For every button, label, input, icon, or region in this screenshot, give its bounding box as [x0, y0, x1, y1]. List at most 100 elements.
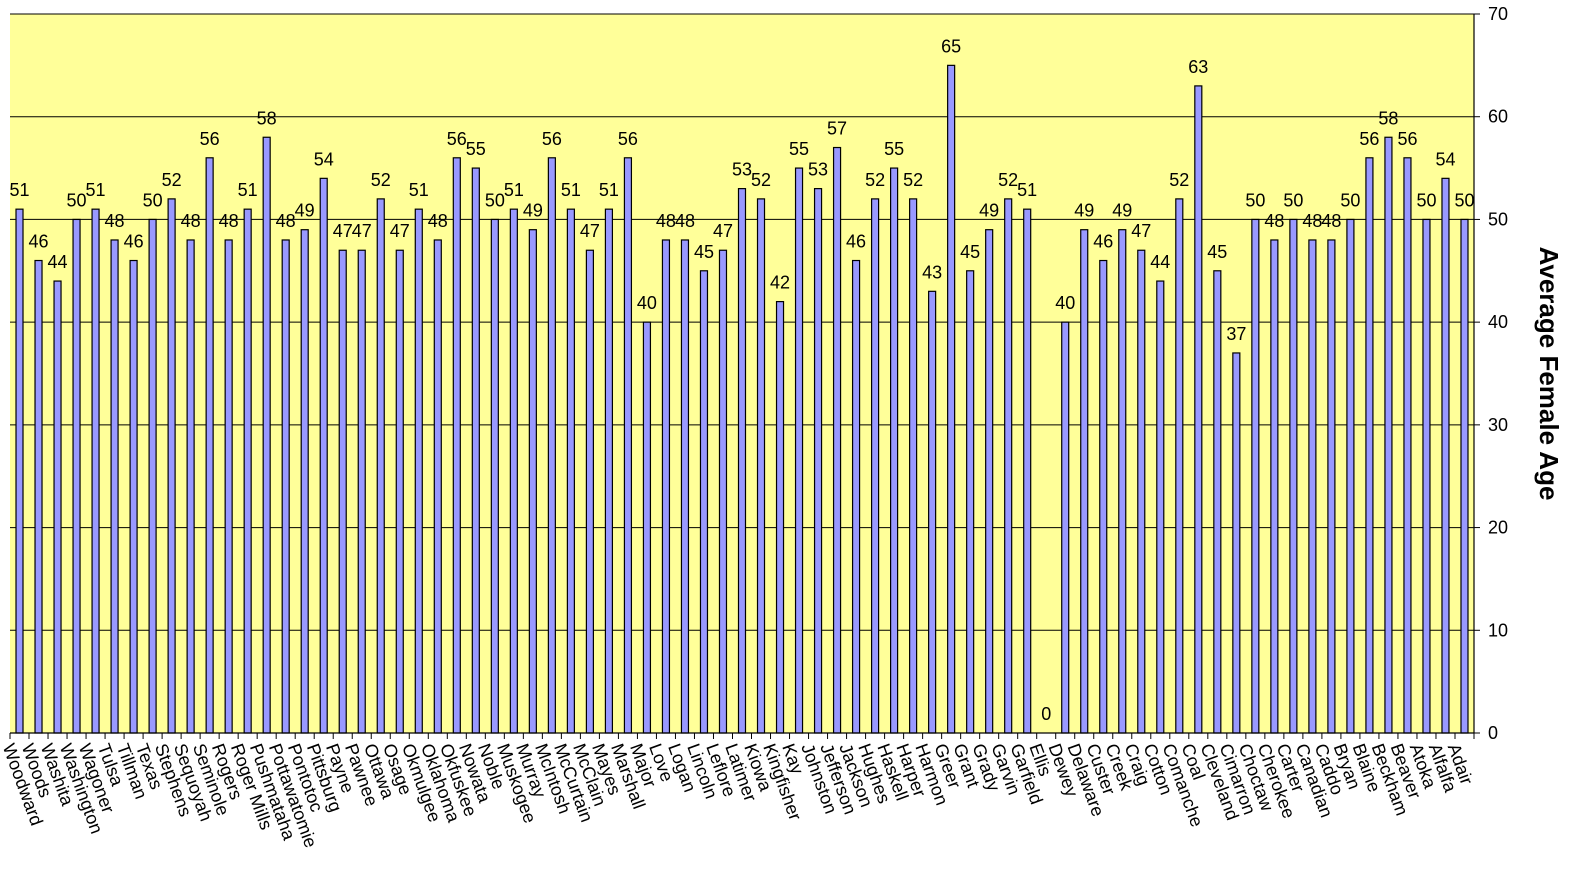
data-label: 50: [1245, 190, 1265, 210]
bar: [1327, 239, 1336, 734]
bar: [1441, 177, 1450, 734]
bar: [813, 188, 823, 734]
data-label: 48: [1302, 211, 1322, 231]
data-label: 55: [466, 139, 486, 159]
bar: [509, 208, 518, 734]
data-label: 58: [257, 108, 277, 128]
y-tick-label: 60: [1488, 107, 1508, 127]
bar: [319, 177, 328, 734]
bar: [205, 157, 214, 734]
bar: [680, 239, 690, 734]
data-label: 50: [67, 190, 87, 210]
bar: [34, 259, 43, 734]
data-label: 63: [1188, 57, 1208, 77]
y-tick-label: 20: [1488, 518, 1508, 538]
bar: [148, 218, 157, 734]
bar: [357, 249, 366, 734]
bar: [1061, 321, 1070, 734]
bar: [490, 218, 499, 734]
bar: [794, 167, 804, 734]
bar: [604, 208, 614, 734]
bar: [1251, 218, 1260, 734]
bar: [1137, 249, 1146, 734]
data-label: 48: [675, 211, 695, 231]
data-label: 56: [542, 129, 562, 149]
bar: [775, 301, 785, 734]
y-tick-label: 50: [1488, 209, 1508, 229]
data-label: 48: [1264, 211, 1284, 231]
bar: [281, 239, 290, 734]
data-label: 51: [504, 180, 524, 200]
data-label: 51: [409, 180, 429, 200]
data-label: 47: [580, 221, 600, 241]
data-label: 50: [1454, 190, 1474, 210]
data-label: 52: [903, 170, 923, 190]
bar: [1023, 208, 1032, 734]
y-tick-label: 0: [1488, 723, 1498, 743]
data-label: 47: [713, 221, 733, 241]
data-label: 56: [200, 129, 220, 149]
y-tick-label: 10: [1488, 620, 1508, 640]
bar: [167, 198, 176, 734]
data-label: 40: [1055, 293, 1075, 313]
bar: [890, 167, 899, 734]
data-label: 50: [1340, 190, 1360, 210]
bar: [528, 229, 537, 734]
data-label: 52: [751, 170, 771, 190]
bar: [1080, 229, 1089, 734]
bar: [661, 239, 671, 734]
data-label: 48: [219, 211, 239, 231]
data-label: 44: [48, 252, 68, 272]
bar: [15, 208, 24, 734]
data-label: 49: [295, 201, 315, 221]
y-axis-ticks: 0 10 20 30 40 50 60 70: [1474, 4, 1508, 743]
data-label: 37: [1226, 324, 1246, 344]
bar: [832, 146, 842, 734]
bar: [1194, 85, 1203, 734]
bar: [1346, 218, 1355, 734]
data-label: 52: [998, 170, 1018, 190]
data-labels: 5146445051484650524856485158484954474752…: [9, 36, 1474, 724]
data-label: 53: [732, 160, 752, 180]
data-label: 49: [523, 201, 543, 221]
bar: [547, 157, 556, 734]
bar: [566, 208, 575, 734]
bar: [585, 249, 594, 734]
bar: [243, 208, 252, 734]
data-label: 40: [637, 293, 657, 313]
data-label: 45: [694, 242, 714, 262]
bar: [300, 229, 309, 734]
data-label: 50: [1416, 190, 1436, 210]
bar: [737, 188, 747, 734]
bar: [110, 239, 119, 734]
category-labels: WoodwardWoodsWashitaWashingtonWagonerTul…: [0, 741, 1477, 850]
data-label: 65: [941, 36, 961, 56]
bar: [699, 270, 709, 734]
bar: [966, 270, 975, 734]
bar: [1460, 218, 1469, 734]
bar: [642, 321, 652, 734]
data-label: 46: [846, 232, 866, 252]
data-label: 48: [181, 211, 201, 231]
data-label: 50: [485, 190, 505, 210]
data-label: 55: [884, 139, 904, 159]
data-label: 52: [162, 170, 182, 190]
bar: [1232, 352, 1241, 734]
data-label: 52: [1169, 170, 1189, 190]
data-label: 45: [1207, 242, 1227, 262]
data-label: 47: [333, 221, 353, 241]
y-axis-title: Average Female Age: [1534, 247, 1564, 501]
bar: [718, 249, 728, 734]
bar: [262, 136, 271, 734]
x-axis-ticks: [9, 733, 1475, 739]
bar: [1308, 239, 1317, 734]
data-label: 52: [371, 170, 391, 190]
bar: [1156, 280, 1165, 734]
data-label: 54: [314, 149, 334, 169]
bar: [928, 290, 937, 734]
bar: [1213, 270, 1222, 734]
bar: [129, 259, 138, 734]
data-label: 45: [960, 242, 980, 262]
data-label: 50: [1283, 190, 1303, 210]
